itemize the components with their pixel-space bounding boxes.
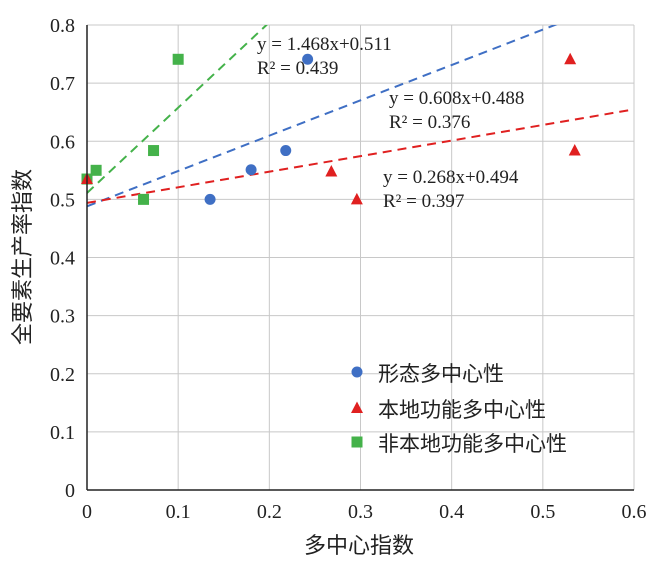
trendline xyxy=(87,108,634,204)
x-tick-label: 0 xyxy=(82,501,92,523)
data-point xyxy=(204,193,216,205)
x-axis-title: 多中心指数 xyxy=(304,534,414,559)
fit-r-squared: R² = 0.397 xyxy=(383,191,464,212)
data-point xyxy=(172,53,184,65)
legend-marker xyxy=(351,366,363,378)
x-tick-label: 0.4 xyxy=(439,501,464,523)
y-tick-label: 0.3 xyxy=(50,306,75,328)
data-point xyxy=(325,164,338,177)
legend-label: 本地功能多中心性 xyxy=(378,398,546,422)
legend-label: 非本地功能多中心性 xyxy=(378,432,567,456)
data-point xyxy=(568,144,581,156)
data-point xyxy=(245,164,257,176)
data-point xyxy=(280,145,292,157)
trendlines xyxy=(87,25,634,208)
data-point xyxy=(148,145,160,157)
y-tick-label: 0.6 xyxy=(50,131,75,153)
y-tick-label: 0.5 xyxy=(50,189,75,211)
legend-marker xyxy=(351,401,363,413)
data-point xyxy=(302,53,314,65)
y-tick-label: 0.8 xyxy=(50,15,75,37)
data-point xyxy=(90,164,102,176)
x-tick-label: 0.3 xyxy=(348,501,373,523)
data-point xyxy=(350,192,363,205)
y-tick-label: 0.1 xyxy=(50,422,75,444)
data-point xyxy=(564,52,577,65)
fit-equation: y = 0.268x+0.494 xyxy=(383,167,519,188)
fit-annotations: y = 1.468x+0.511 R² = 0.439 y = 0.608x+0.4… xyxy=(257,34,524,212)
x-tick-label: 0.1 xyxy=(166,501,191,523)
trendline xyxy=(87,25,268,194)
y-tick-label: 0.4 xyxy=(50,248,75,270)
y-tick-label: 0.2 xyxy=(50,364,75,386)
legend-label: 形态多中心性 xyxy=(378,362,504,386)
fit-equation: y = 1.468x+0.511 xyxy=(257,34,392,55)
x-tick-label: 0.5 xyxy=(530,501,555,523)
x-tick-label: 0.2 xyxy=(257,501,282,523)
x-tick-label: 0.6 xyxy=(622,501,647,523)
legend-marker xyxy=(351,436,363,448)
data-point xyxy=(138,193,150,205)
trendline xyxy=(87,25,558,208)
y-axis-title: 全要素生产率指数 xyxy=(11,169,36,345)
y-tick-label: 0 xyxy=(65,480,75,502)
fit-equation: y = 0.608x+0.488 xyxy=(389,88,524,109)
axes: 0 0.1 0.2 0.3 0.4 0.5 0.6 0 0.1 0.2 0.3 0.4 0.5 0.6 0.… xyxy=(50,15,647,523)
fit-r-squared: R² = 0.439 xyxy=(257,58,338,79)
grid xyxy=(87,24,635,490)
fit-r-squared: R² = 0.376 xyxy=(389,112,470,133)
y-tick-label: 0.7 xyxy=(50,73,75,95)
